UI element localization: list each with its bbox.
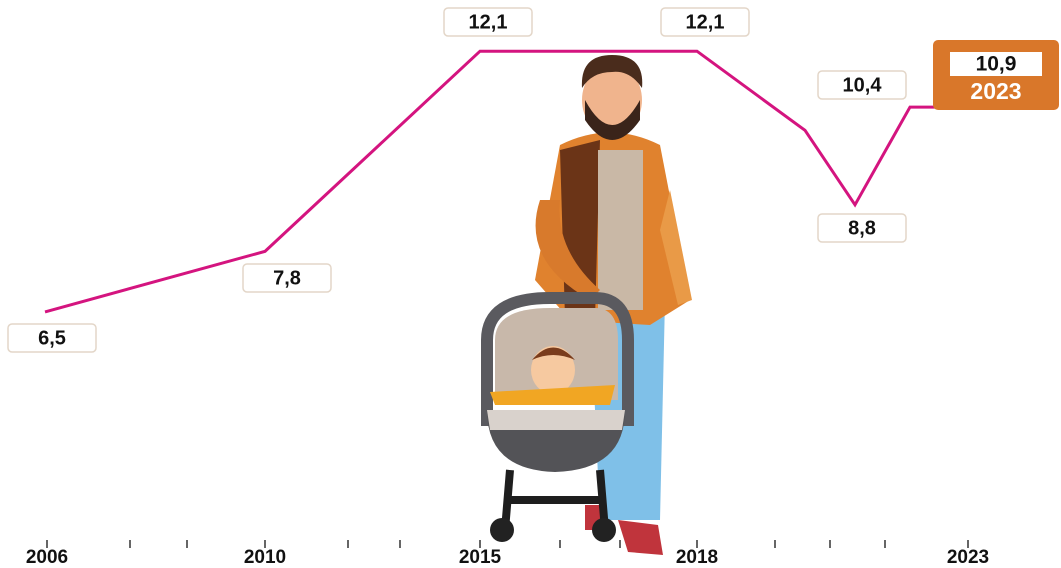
illustration <box>487 55 692 555</box>
value-label: 10,9 <box>976 53 1017 76</box>
highlight-year: 2023 <box>970 78 1021 104</box>
x-tick-label: 2023 <box>947 547 989 568</box>
x-tick-label: 2015 <box>459 547 502 568</box>
value-label: 12,1 <box>686 11 725 33</box>
x-tick-label: 2006 <box>26 547 68 568</box>
x-tick-label: 2010 <box>244 547 286 568</box>
value-label: 6,5 <box>38 327 66 349</box>
data-line <box>45 51 935 312</box>
value-label: 10,4 <box>843 74 883 96</box>
value-label: 8,8 <box>848 217 876 239</box>
x-tick-label: 2018 <box>676 547 718 568</box>
chart: 6,5 2006 7,8 2010 12,1 2015 12,1 2018 10,4 8,8 10,… <box>0 0 1061 568</box>
value-label: 12,1 <box>469 11 508 33</box>
value-label: 7,8 <box>273 267 301 289</box>
